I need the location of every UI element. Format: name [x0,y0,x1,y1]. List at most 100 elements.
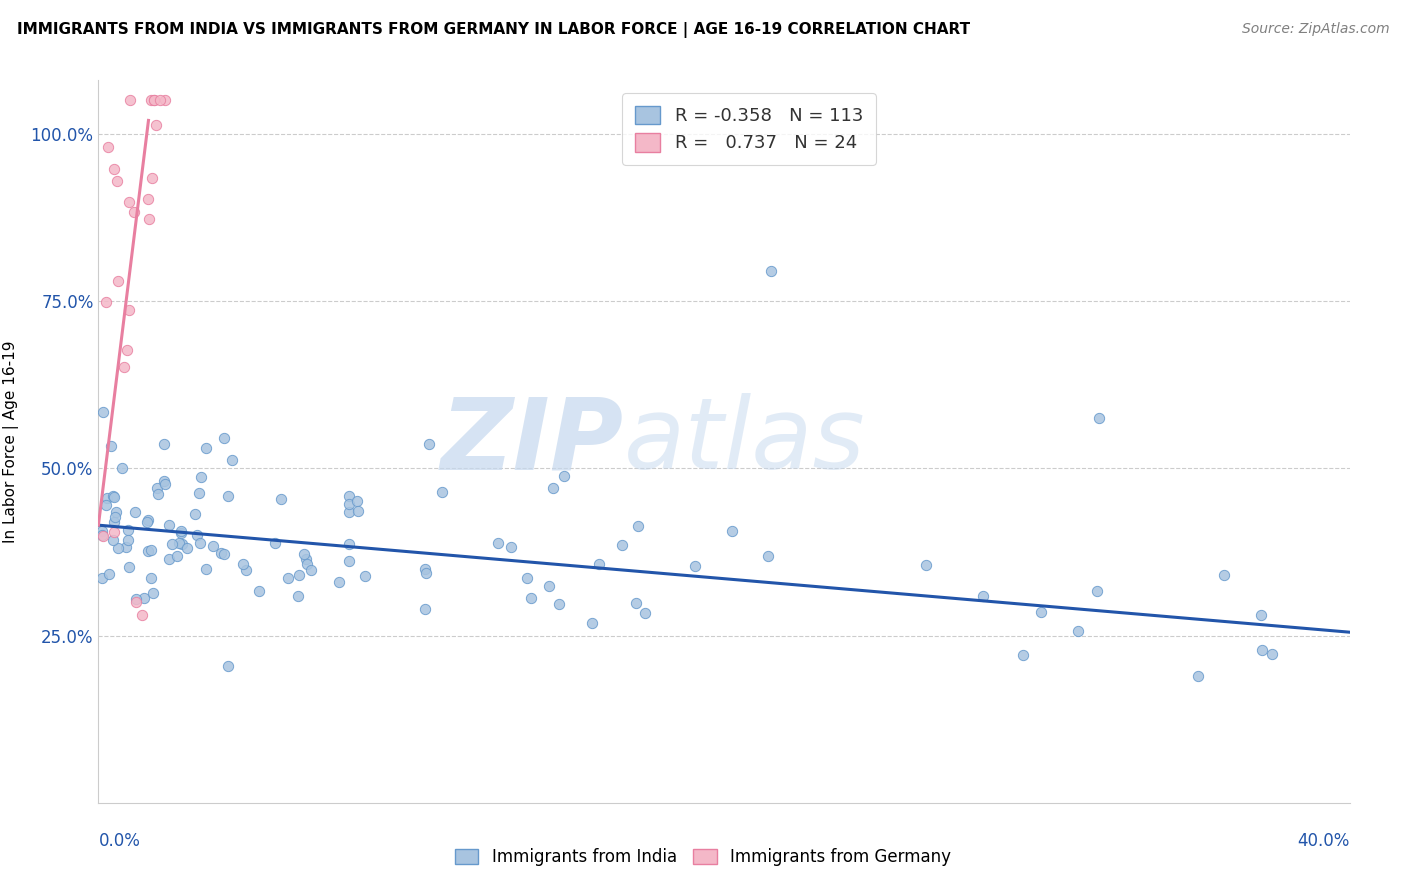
Point [103,161,125,176]
Point [166,549,188,563]
Point [167,535,190,549]
Point [122,205,145,219]
Point [292,547,315,561]
Point [103,515,125,529]
Point [118,194,141,209]
Point [413,602,436,616]
Point [972,590,994,604]
Point [337,497,360,511]
Point [125,595,148,609]
Point [188,535,211,549]
Point [277,571,299,585]
Point [624,596,647,610]
Point [91,529,114,543]
Point [104,509,127,524]
Point [157,552,180,566]
Point [136,192,159,206]
Point [103,524,125,539]
Point [90,571,112,585]
Point [209,546,232,560]
Point [759,264,782,278]
Point [217,658,239,673]
Point [115,343,138,357]
Point [232,558,254,572]
Point [299,564,322,578]
Point [634,607,657,621]
Point [97,566,120,581]
Text: ZIP: ZIP [441,393,624,490]
Point [413,562,436,576]
Point [353,568,375,582]
Point [519,591,541,606]
Point [142,586,165,600]
Point [153,94,176,108]
Text: atlas: atlas [624,393,866,490]
Point [287,568,309,582]
Point [103,490,125,504]
Point [115,541,138,555]
Point [1250,607,1272,622]
Point [170,537,193,551]
Point [214,431,236,445]
Point [1085,583,1108,598]
Point [415,566,437,581]
Point [337,489,360,503]
Point [201,539,224,553]
Point [1012,648,1035,662]
Point [145,118,167,132]
Point [188,486,211,500]
Y-axis label: In Labor Force | Age 16-19: In Labor Force | Age 16-19 [3,340,20,543]
Point [287,589,309,603]
Point [418,437,440,451]
Point [157,517,180,532]
Point [553,469,575,483]
Point [97,140,120,154]
Text: IMMIGRANTS FROM INDIA VS IMMIGRANTS FROM GERMANY IN LABOR FORCE | AGE 16-19 CORR: IMMIGRANTS FROM INDIA VS IMMIGRANTS FROM… [17,22,970,38]
Legend: R = -0.358   N = 113, R =   0.737   N = 24: R = -0.358 N = 113, R = 0.737 N = 24 [623,93,876,165]
Point [124,505,146,519]
Point [1088,411,1111,425]
Point [347,504,370,518]
Point [141,571,163,585]
Point [176,541,198,555]
Point [117,533,139,547]
Point [190,470,212,484]
Point [610,538,633,552]
Point [720,524,742,538]
Point [90,528,112,542]
Point [101,489,124,503]
Point [195,441,218,455]
Legend: Immigrants from India, Immigrants from Germany: Immigrants from India, Immigrants from G… [449,842,957,873]
Point [136,544,159,558]
Text: 40.0%: 40.0% [1298,832,1350,850]
Point [1029,605,1052,619]
Point [184,507,207,521]
Point [486,536,509,550]
Point [1066,624,1088,639]
Point [107,274,129,288]
Point [96,295,118,310]
Point [683,559,706,574]
Point [263,535,285,549]
Point [120,94,142,108]
Point [153,474,176,488]
Point [136,513,159,527]
Point [139,542,162,557]
Point [142,94,165,108]
Point [501,540,523,554]
Point [247,583,270,598]
Point [153,437,176,451]
Point [100,439,122,453]
Point [138,211,160,226]
Point [212,547,235,561]
Point [295,552,318,566]
Point [337,554,360,568]
Point [1187,669,1209,683]
Point [221,453,243,467]
Point [432,485,454,500]
Point [146,487,169,501]
Point [105,505,128,519]
Point [112,359,135,374]
Point [170,524,193,538]
Point [516,572,538,586]
